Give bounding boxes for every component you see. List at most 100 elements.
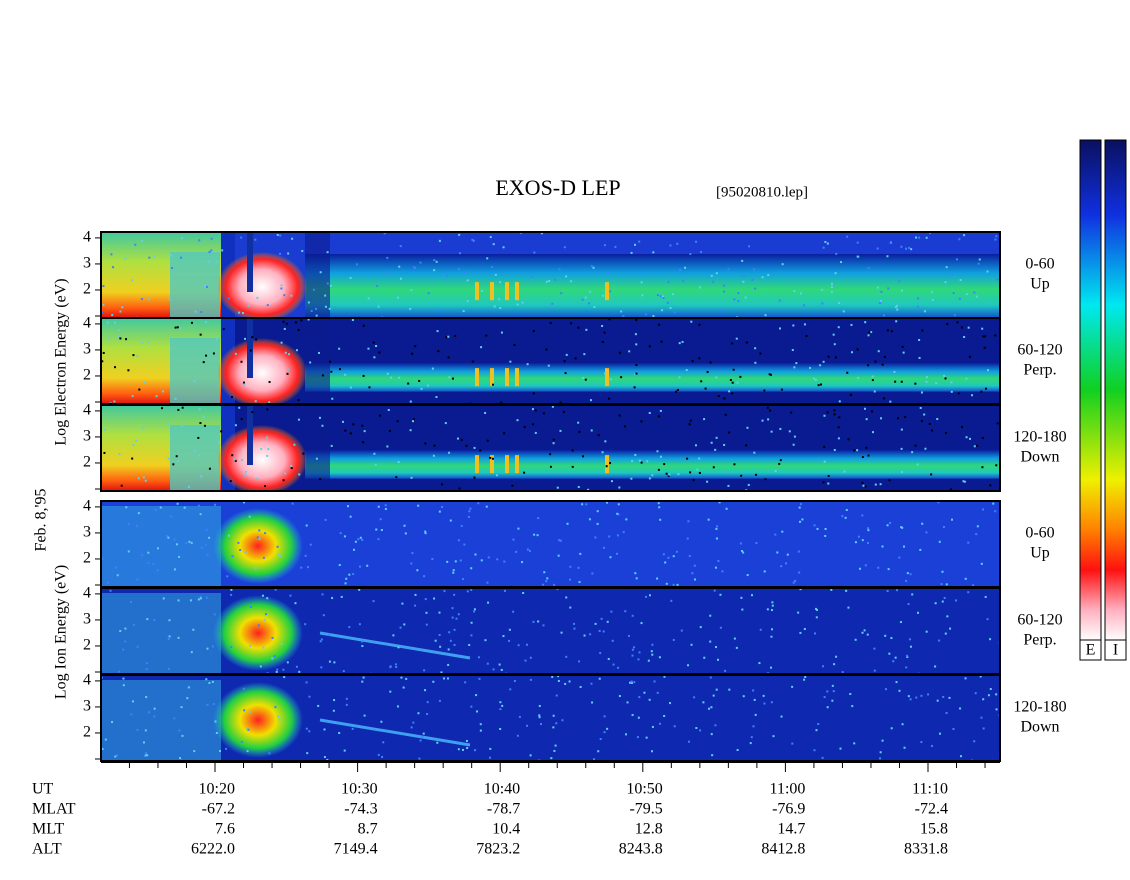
noise (307, 301, 310, 304)
noise (119, 630, 122, 633)
noise (903, 746, 906, 749)
noise (553, 749, 556, 752)
noise (203, 424, 206, 427)
noise (715, 376, 718, 379)
noise (419, 261, 422, 264)
noise (326, 282, 329, 285)
noise (767, 274, 770, 277)
noise (766, 406, 769, 409)
spike (475, 368, 479, 387)
noise (145, 668, 148, 671)
noise (727, 484, 730, 487)
noise (229, 480, 232, 483)
noise (551, 405, 554, 408)
noise (980, 562, 983, 565)
noise (571, 465, 574, 468)
noise (651, 750, 654, 753)
noise (207, 260, 210, 263)
axis-value: -76.9 (772, 801, 805, 818)
noise (712, 280, 715, 283)
noise (857, 255, 860, 258)
noise (348, 573, 351, 576)
noise (758, 662, 761, 665)
noise (823, 414, 826, 417)
noise (826, 411, 829, 414)
noise (786, 553, 789, 556)
colorbar (1079, 139, 1102, 641)
noise (432, 680, 435, 683)
noise (348, 626, 351, 629)
noise (159, 506, 162, 509)
noise (542, 412, 545, 415)
noise (499, 306, 502, 309)
noise (308, 730, 311, 733)
noise (555, 694, 558, 697)
noise (377, 305, 380, 308)
noise (362, 676, 365, 679)
axis-value: 11:00 (770, 781, 806, 798)
spectrogram (101, 405, 1000, 491)
noise (771, 604, 774, 607)
noise (264, 532, 267, 535)
axis-value: 10:30 (341, 781, 377, 798)
noise (918, 356, 921, 359)
noise (295, 665, 298, 668)
noise (822, 360, 825, 363)
noise (746, 426, 749, 429)
noise (788, 430, 791, 433)
noise (601, 325, 604, 328)
noise (566, 522, 569, 525)
noise (851, 705, 854, 708)
noise (950, 390, 953, 393)
noise (588, 518, 591, 521)
noise (847, 438, 850, 441)
noise (759, 352, 762, 355)
noise (471, 360, 474, 363)
noise (879, 757, 882, 760)
noise (795, 362, 798, 365)
noise (559, 429, 562, 432)
noise (113, 321, 116, 324)
noise (174, 397, 177, 400)
noise (459, 559, 462, 562)
noise (984, 595, 987, 598)
noise (457, 748, 460, 751)
noise (936, 418, 939, 421)
noise (468, 643, 471, 646)
noise (480, 289, 483, 292)
noise (602, 630, 605, 633)
noise (737, 292, 740, 295)
noise (565, 596, 568, 599)
noise (453, 593, 456, 596)
noise (890, 727, 893, 730)
noise (918, 339, 921, 342)
noise (101, 557, 104, 560)
noise (955, 599, 958, 602)
noise (114, 755, 117, 758)
noise (863, 629, 866, 632)
noise (736, 749, 739, 752)
noise (167, 457, 170, 460)
noise (778, 299, 781, 302)
noise (242, 383, 245, 386)
noise (302, 452, 305, 455)
noise (582, 455, 585, 458)
noise (723, 284, 726, 287)
noise (967, 326, 970, 329)
noise (244, 474, 247, 477)
noise (225, 747, 228, 750)
noise (330, 444, 333, 447)
y-tick-label: 3 (83, 255, 91, 272)
noise (222, 328, 225, 331)
noise (538, 704, 541, 707)
noise (486, 581, 489, 584)
noise (890, 637, 893, 640)
noise (837, 326, 840, 329)
noise (803, 628, 806, 631)
noise (896, 304, 899, 307)
noise (206, 703, 209, 706)
noise (907, 603, 910, 606)
noise (900, 526, 903, 529)
noise (340, 595, 343, 598)
noise (231, 555, 234, 558)
